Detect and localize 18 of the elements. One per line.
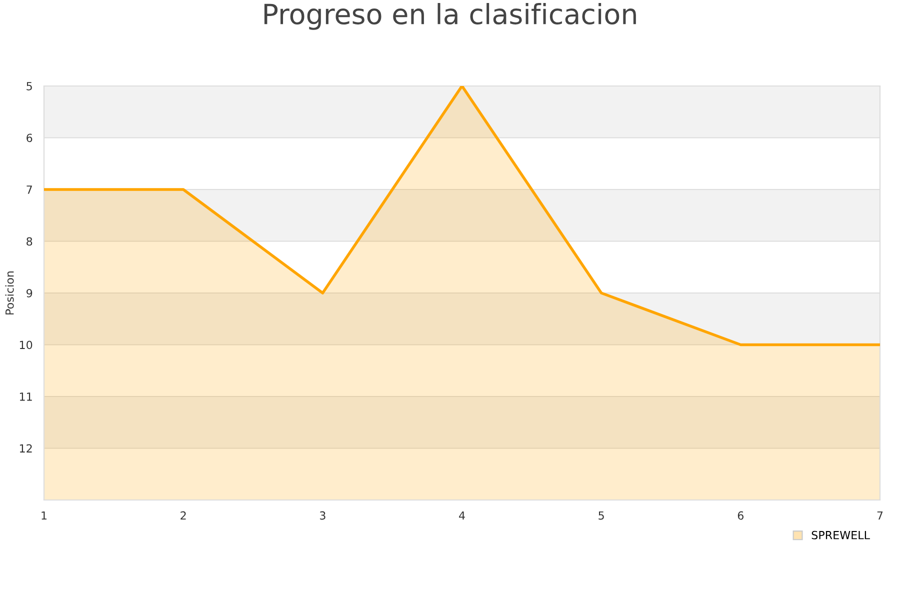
y-tick-label: 9: [26, 288, 32, 298]
y-tick-label: 6: [26, 134, 32, 142]
legend-label: SPREWELL: [812, 530, 870, 540]
x-tick-label: 7: [877, 511, 883, 520]
y-tick-label: 12: [20, 444, 32, 452]
x-tick-label: 5: [598, 511, 604, 520]
x-tick-label: 1: [42, 511, 47, 520]
chart-title: Progreso en la clasificacion: [264, 3, 636, 30]
y-tick-label: 11: [20, 392, 32, 401]
x-tick-label: 4: [459, 511, 465, 520]
y-axis-title: Posicion: [5, 271, 14, 314]
x-tick-label: 2: [180, 511, 186, 520]
y-tick-label: 8: [26, 237, 32, 246]
y-tick-label: 10: [20, 340, 32, 350]
x-tick-label: 6: [738, 511, 744, 520]
x-tick-label: 3: [320, 511, 326, 520]
y-tick-label: 7: [26, 186, 32, 194]
y-tick-label: 5: [26, 82, 32, 90]
